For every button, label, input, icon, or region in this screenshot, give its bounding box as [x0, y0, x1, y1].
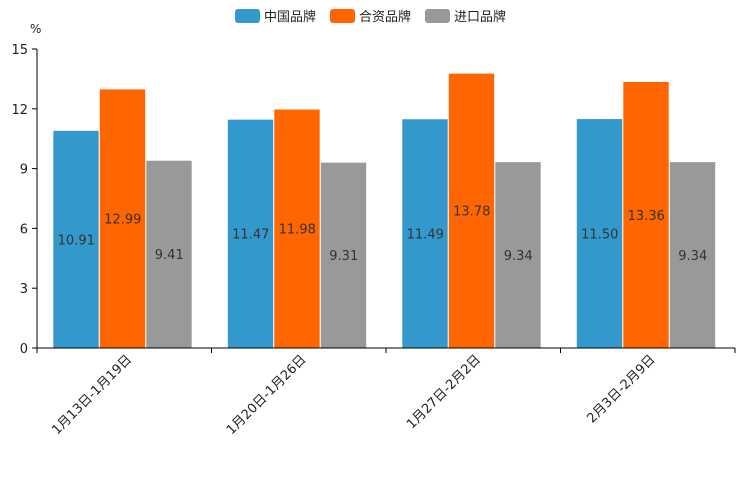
data-label-3-1: 9.41 — [155, 248, 184, 263]
data-label-2-1: 12.99 — [104, 213, 141, 228]
bar-1-3 — [401, 118, 449, 349]
y-axis-unit: % — [30, 22, 41, 36]
x-axis: 1月13日-1月19日 1月20日-1月26日 1月27日-2月2日 2月3日-2月9… — [36, 347, 736, 438]
bar-3-3 — [494, 161, 542, 349]
y-tick-label-1: 3 — [20, 282, 28, 297]
legend-label-3: 进口品牌 — [454, 9, 506, 25]
bar-2-2 — [273, 108, 321, 349]
data-label-1-2: 11.47 — [232, 228, 269, 243]
bar-1-2 — [227, 119, 274, 349]
data-label-2-2: 11.98 — [279, 223, 316, 238]
legend-swatch-1 — [235, 9, 260, 23]
data-label-1-3: 11.49 — [407, 227, 444, 242]
legend-label-1: 中国品牌 — [264, 9, 316, 25]
bar-1-4 — [576, 118, 623, 349]
y-tick-label-4: 12 — [11, 103, 28, 118]
y-tick-label-5: 15 — [11, 43, 28, 58]
data-label-3-2: 9.31 — [329, 249, 358, 264]
data-label-3-3: 9.34 — [504, 249, 533, 264]
bars: 10.91 12.99 9.41 11.47 11.98 9.31 11.49 13.78 9.… — [52, 73, 716, 349]
data-label-1-4: 11.50 — [581, 227, 618, 242]
legend-label-2: 合资品牌 — [359, 9, 411, 25]
bar-3-1 — [145, 160, 193, 349]
x-tick-label-4: 2月3日-2月9日 — [584, 352, 658, 426]
data-label-3-4: 9.34 — [678, 249, 707, 264]
data-label-2-4: 13.36 — [628, 209, 665, 224]
data-label-1-1: 10.91 — [58, 233, 95, 248]
y-tick-label-3: 9 — [20, 163, 28, 178]
legend: 中国品牌 合资品牌 进口品牌 — [235, 9, 506, 25]
y-tick-label-0: 0 — [20, 342, 28, 357]
y-axis: 0 3 6 9 12 15 — [11, 43, 38, 357]
bar-2-4 — [622, 81, 670, 349]
x-tick-label-1: 1月13日-1月19日 — [49, 352, 135, 438]
bar-3-2 — [320, 162, 367, 349]
x-tick-label-3: 1月27日-2月2日 — [404, 352, 484, 432]
bar-2-3 — [448, 73, 495, 349]
bar-3-4 — [669, 161, 716, 349]
bar-2-1 — [99, 88, 146, 349]
data-label-2-3: 13.78 — [453, 205, 490, 220]
y-tick-label-2: 6 — [20, 222, 28, 237]
legend-swatch-3 — [425, 9, 450, 23]
legend-swatch-2 — [330, 9, 355, 23]
x-tick-label-2: 1月20日-1月26日 — [224, 352, 310, 438]
